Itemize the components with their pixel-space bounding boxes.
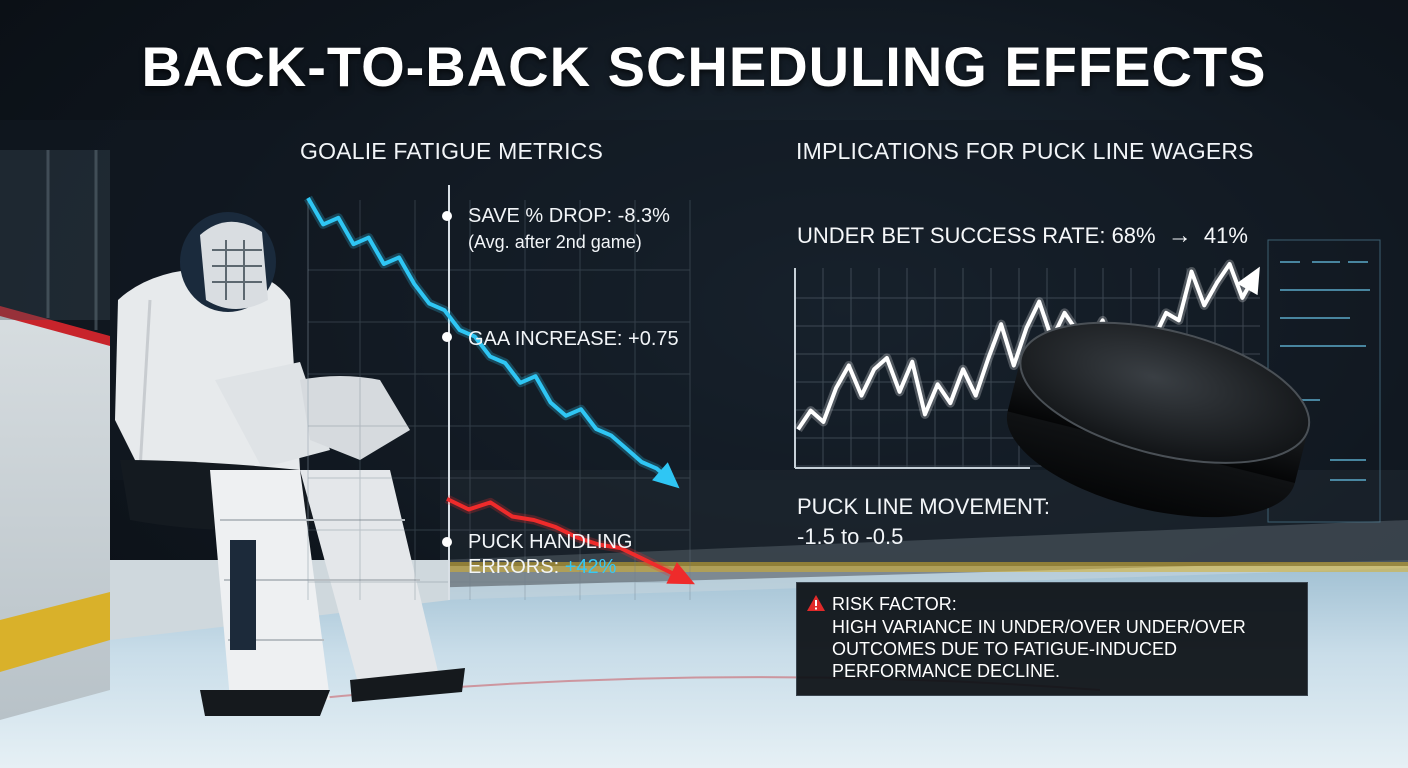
save-drop-note: (Avg. after 2nd game) bbox=[468, 232, 642, 252]
under-rate-line-arrowhead bbox=[1236, 266, 1260, 296]
puck-handling-value: +42% bbox=[564, 556, 617, 578]
save-pct-line-arrowhead bbox=[652, 462, 680, 489]
goalie-fatigue-heading: GOALIE FATIGUE METRICS bbox=[300, 138, 604, 164]
risk-factor-box bbox=[796, 582, 1308, 696]
risk-factor-title: RISK FACTOR: bbox=[832, 594, 957, 614]
warning-icon bbox=[807, 595, 825, 611]
error-line-arrowhead bbox=[666, 562, 695, 585]
save-pct-line bbox=[306, 197, 674, 484]
under-bet-rate: UNDER BET SUCCESS RATE: 68% → 41% bbox=[797, 222, 1248, 250]
puck-line-movement-value: -1.5 to -0.5 bbox=[797, 524, 904, 549]
puck-line-movement: PUCK LINE MOVEMENT: -1.5 to -0.5 bbox=[797, 492, 1050, 552]
save-drop-label: SAVE % DROP: -8.3% bbox=[468, 205, 670, 227]
left-chart-grid bbox=[308, 200, 691, 600]
gaa-marker bbox=[442, 332, 452, 342]
under-bet-to: 41% bbox=[1203, 223, 1248, 248]
puck-line-heading: IMPLICATIONS FOR PUCK LINE WAGERS bbox=[796, 138, 1254, 164]
gaa-increase-label: GAA INCREASE: +0.75 bbox=[468, 328, 679, 350]
page-title: BACK-TO-BACK SCHEDULING EFFECTS bbox=[141, 35, 1267, 98]
puck-handling-label: PUCK HANDLING ERRORS: +42% bbox=[468, 530, 632, 580]
arrow-right-icon: → bbox=[1167, 222, 1192, 249]
save-drop-marker bbox=[442, 211, 452, 221]
risk-factor-body: HIGH VARIANCE IN UNDER/OVER UNDER/OVER O… bbox=[832, 617, 1246, 681]
puck-handling-prefix: ERRORS: bbox=[468, 556, 565, 578]
puck-handling-line1: PUCK HANDLING bbox=[468, 531, 633, 553]
under-rate-line bbox=[796, 262, 1257, 431]
under-bet-label: UNDER BET SUCCESS RATE: 68% bbox=[797, 223, 1156, 248]
puck-line-movement-label: PUCK LINE MOVEMENT: bbox=[797, 494, 1051, 519]
puck-handling-marker bbox=[442, 537, 452, 547]
error-line bbox=[446, 497, 687, 582]
